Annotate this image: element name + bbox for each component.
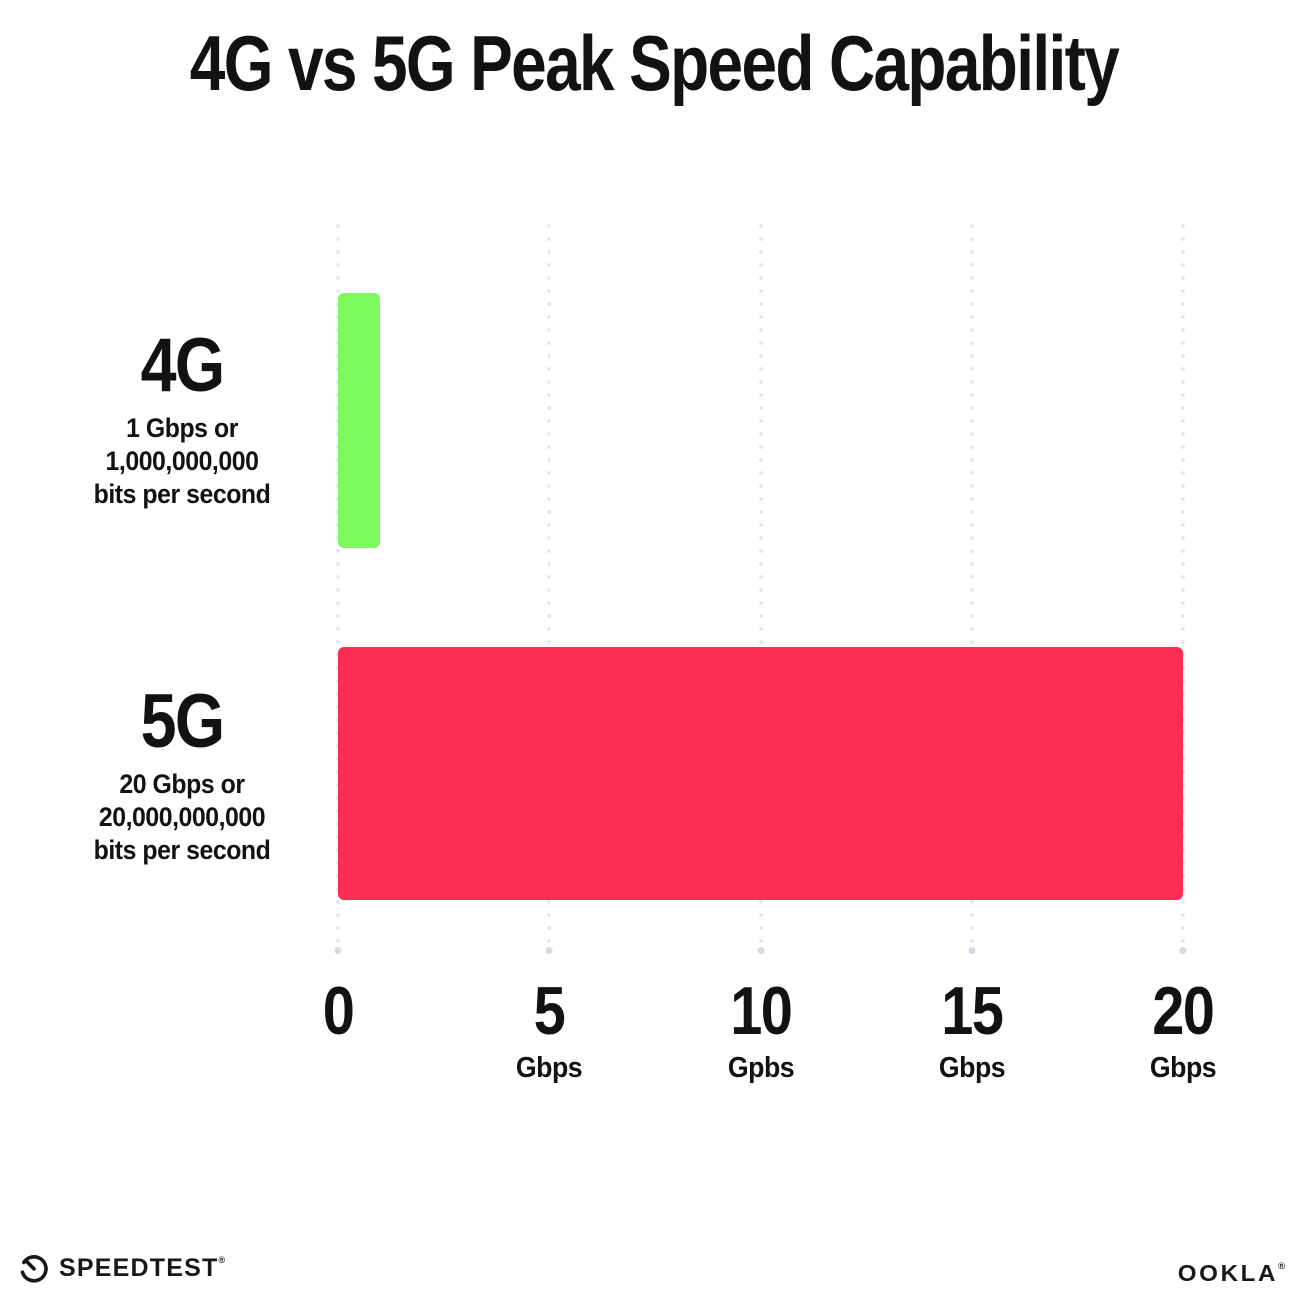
speedtest-logo: SPEEDTEST® [18, 1252, 226, 1284]
x-tick-0: 0 [320, 976, 356, 1052]
category-label-5g: 5G 20 Gbps or 20,000,000,000 bits per se… [22, 682, 342, 867]
ookla-registered-mark: ® [1278, 1261, 1288, 1271]
category-sub-4g-line1: 1 Gbps or [126, 413, 238, 443]
gridline-5 [547, 224, 552, 946]
x-tick-10-value: 10 [730, 973, 793, 1049]
speedtest-gauge-icon [18, 1252, 50, 1284]
x-tick-5-unit: Gbps [516, 1052, 583, 1084]
category-sub-5g-line1: 20 Gbps or [119, 769, 245, 799]
x-tick-15: 15 Gbps [936, 976, 1008, 1084]
x-tick-0-value: 0 [322, 973, 355, 1049]
chart-title: 4G vs 5G Peak Speed Capability [189, 19, 1120, 107]
speedtest-wordmark: SPEEDTEST® [59, 1253, 227, 1282]
speedtest-registered-mark: ® [218, 1254, 227, 1265]
x-tick-5: 5 Gbps [513, 976, 585, 1084]
bar-5g [338, 647, 1183, 900]
x-tick-15-unit: Gbps [938, 1052, 1006, 1084]
gridline-0 [336, 224, 340, 946]
category-sub-4g-line2: 1,000,000,000 [105, 446, 259, 476]
x-tick-10: 10 Gpbs [724, 976, 796, 1084]
category-sub-5g-line2: 20,000,000,000 [98, 802, 266, 832]
ookla-logo: OOKLA® [1178, 1260, 1288, 1287]
category-label-4g: 4G 1 Gbps or 1,000,000,000 bits per seco… [22, 326, 342, 511]
gridline-15 [969, 224, 974, 946]
x-tick-20: 20 Gbps [1147, 976, 1219, 1084]
x-tick-15-value: 15 [941, 973, 1004, 1049]
category-sub-5g-line3: bits per second [93, 835, 271, 865]
x-tick-5-value: 5 [534, 973, 566, 1049]
gridline-20 [1181, 224, 1185, 946]
x-tick-10-unit: Gpbs [727, 1052, 794, 1084]
x-tick-20-unit: Gbps [1149, 1052, 1217, 1084]
bar-4g [338, 293, 381, 548]
category-name-5g: 5G [140, 679, 225, 764]
category-name-4g: 4G [140, 323, 225, 408]
x-tick-20-value: 20 [1152, 973, 1216, 1049]
ookla-wordmark: OOKLA® [1178, 1260, 1288, 1286]
x-axis: 0 5 Gbps 10 Gpbs 15 Gbps 20 Gbps [323, 976, 1217, 1106]
plot-area [336, 224, 1185, 956]
category-sub-4g-line3: bits per second [93, 479, 271, 509]
gridline-10 [758, 224, 763, 946]
